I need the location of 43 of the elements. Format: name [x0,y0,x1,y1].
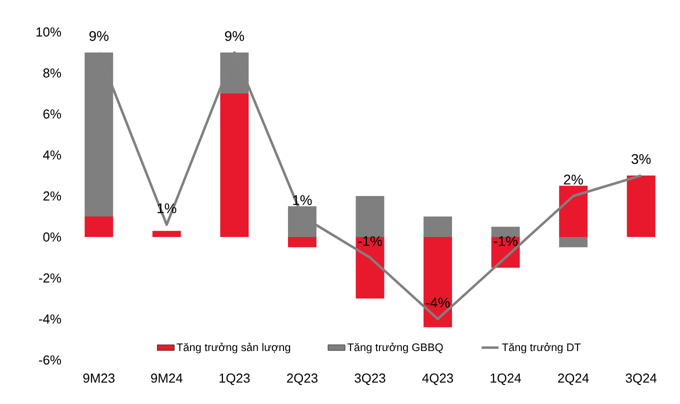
x-tick-label: 2Q23 [287,374,318,386]
bar [491,226,520,237]
x-tick-label: 9M23 [83,374,115,383]
bar [559,237,588,248]
legend-label: Tăng trưởng GBBQ [347,342,443,354]
x-tick-label: 9M24 [151,374,182,383]
y-tick-label: -2% [39,273,62,283]
x-tick-label: 1Q24 [490,374,522,386]
x-tick-label: 2Q24 [558,374,589,386]
legend-label: Tăng trưởng sản lượng [176,342,290,354]
x-tick-label: 3Q23 [354,374,386,386]
data-label: 9% [225,31,244,41]
y-tick-label: 6% [43,109,62,119]
y-tick-label: 10% [36,27,62,37]
data-label: 1% [158,203,176,214]
bar [626,176,656,237]
bar [84,216,114,237]
data-label: -1% [358,236,382,246]
y-tick-label: 2% [43,191,62,201]
data-label: 1% [293,195,312,205]
bar [424,216,452,237]
x-tick-label: 3Q24 [626,374,657,386]
y-tick-label: -4% [39,314,62,324]
data-label: -4% [426,298,450,308]
bar [356,196,384,237]
bar [288,237,316,248]
data-label: 3% [632,154,651,164]
bar [559,186,588,237]
y-tick-label: 8% [43,68,62,78]
legend-label: Tăng trưởng DT [502,342,581,354]
bar [152,230,181,237]
y-tick-label: 0% [43,232,62,242]
bar [356,237,384,298]
bar [288,206,316,237]
data-label: 9% [89,31,108,41]
bar [220,93,249,237]
y-tick-label: -6% [39,355,62,365]
x-tick-label: 1Q23 [220,374,250,386]
bar [424,237,452,328]
y-tick-label: 4% [43,150,62,160]
data-label: 2% [564,174,583,184]
data-label: -1% [494,236,518,246]
x-tick-label: 4Q23 [422,374,454,386]
